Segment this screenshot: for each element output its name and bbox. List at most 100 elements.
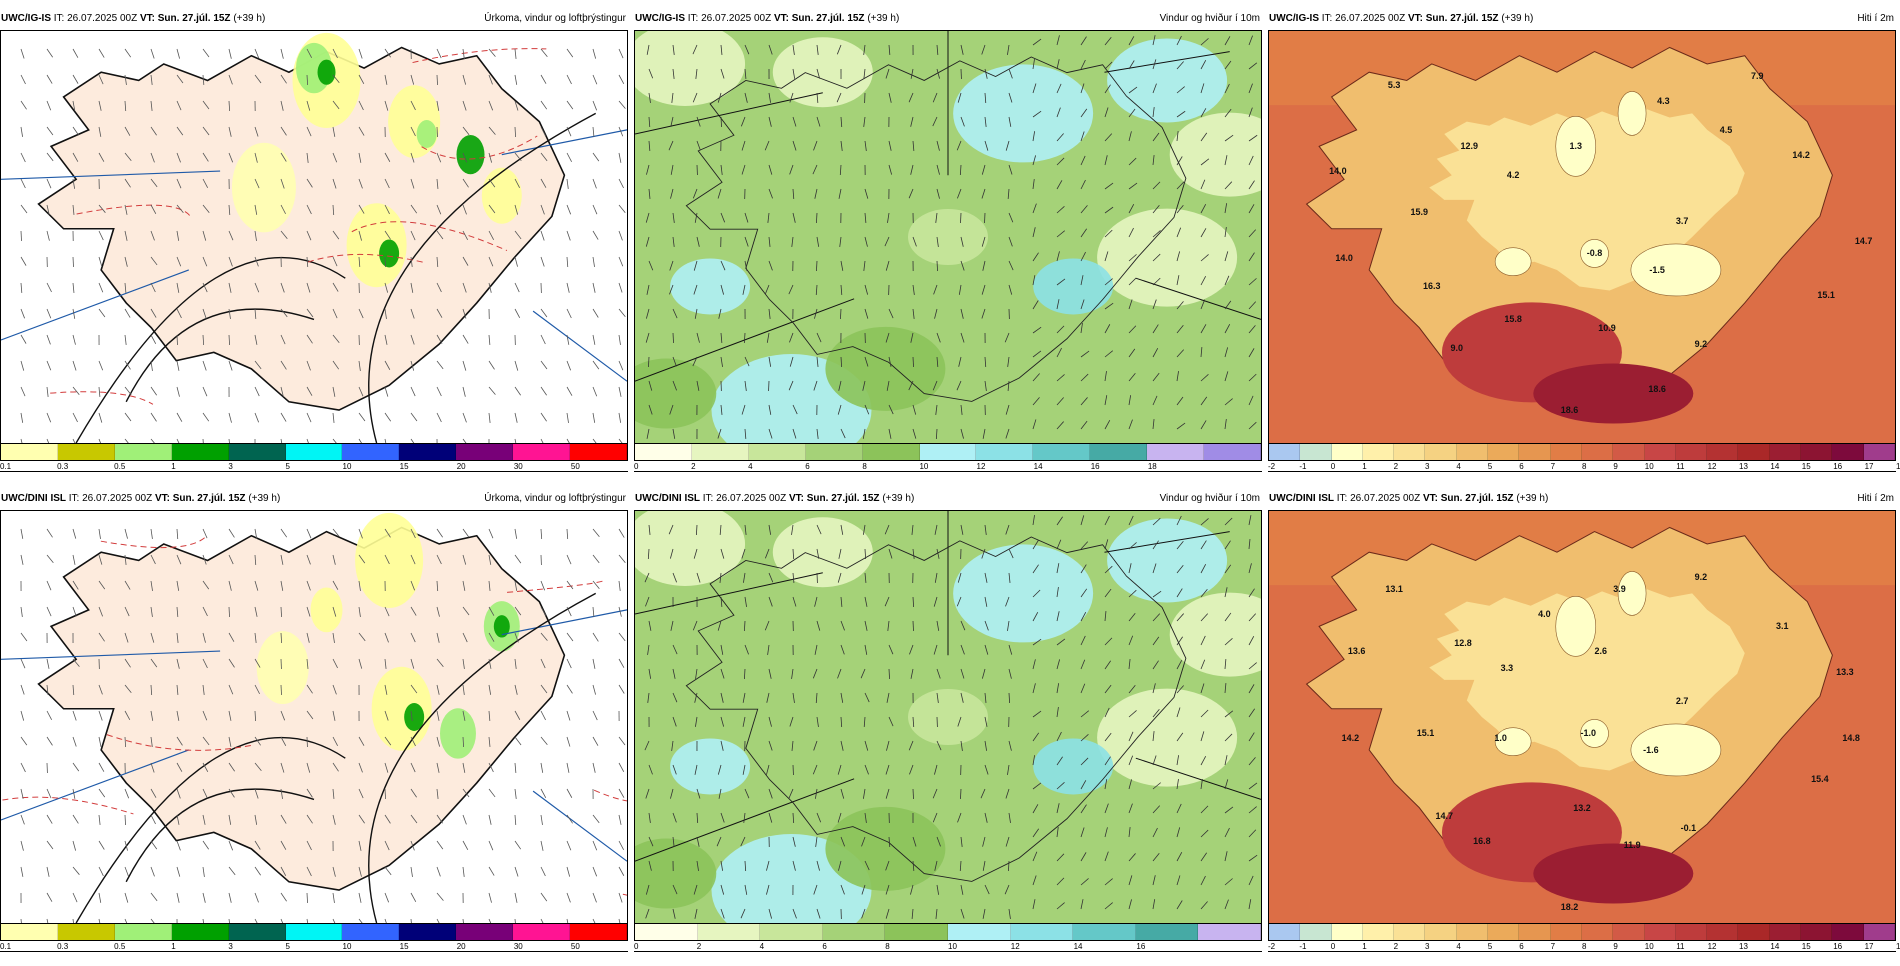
temperature-label: 5.3 [1388,80,1401,90]
temperature-label: 11.9 [1624,840,1641,850]
map-panel-temp: UWC/DINI ISL IT: 26.07.2025 00Z VT: Sun.… [1268,488,1896,966]
legend-tick-label: 14 [1770,461,1779,472]
temperature-label: -0.8 [1587,248,1603,258]
legend-tick-label: 8 [1582,941,1586,952]
legend-swatch [1363,924,1394,940]
legend-swatch [1332,444,1363,460]
temperature-label: 1.3 [1569,141,1582,151]
legend-swatch [399,924,456,940]
temperature-label: 2.6 [1595,646,1608,656]
temperature-label: 3.7 [1676,216,1689,226]
legend-tick-label: 14 [1770,941,1779,952]
panel-run-info: UWC/DINI ISL IT: 26.07.2025 00Z VT: Sun.… [1269,488,1548,510]
legend-tick-label: 11 [1676,941,1684,952]
temperature-label: 9.2 [1695,339,1708,349]
legend-tick-label: 2 [697,941,701,952]
legend-swatch [1770,924,1801,940]
legend-swatch [635,924,698,940]
wind-arrow [673,333,674,343]
legend-tick-label: 0 [634,461,638,472]
legend-swatch [1394,444,1425,460]
temperature-label: 15.9 [1410,207,1428,217]
temperature-label: 14.0 [1335,253,1353,263]
lead-time: (+39 h) [882,493,914,504]
legend-tick-label: 30 [514,461,523,472]
temperature-label: 13.6 [1348,646,1366,656]
legend-swatch [1645,924,1676,940]
legend-tick-label: 8 [1582,461,1586,472]
precip-area [457,135,485,174]
legend-tick-label: 0.3 [57,461,68,472]
wind-arrow [840,309,841,319]
wind-barb [385,257,386,267]
temperature-label: 13.3 [1836,667,1854,677]
legend-swatch [1707,444,1738,460]
legend-swatch [399,444,456,460]
legend-tick-label: 18 [1896,941,1900,952]
legend-tick-label: 15 [400,461,409,472]
wind-speed-area [908,209,988,265]
panel-title: Úrkoma, vindur og loftþrýstingur [484,488,626,510]
temperature-label: 4.2 [1507,170,1520,180]
wind-speed-area [1107,38,1227,122]
map-drawing [635,31,1261,443]
legend-tick-label: 5 [285,461,289,472]
panel-header: UWC/DINI ISL IT: 26.07.2025 00Z VT: Sun.… [634,488,1262,510]
legend-tick-label: 11 [1676,461,1684,472]
legend-tick-label: 0.1 [0,461,11,472]
color-legend [1268,444,1896,460]
wind-speed-area [773,37,873,107]
legend-swatch [1770,444,1801,460]
legend-tick-label: 5 [1488,461,1492,472]
panel-title: Vindur og hviður í 10m [1160,8,1260,30]
legend-swatch [286,444,343,460]
wind-barb [437,75,438,85]
precip-area [482,168,522,224]
legend-ticks: -2-1012345678910111213141516171819 [1268,940,1896,952]
temperature-label: 3.3 [1501,663,1514,673]
model-name: UWC/DINI ISL [1269,493,1334,504]
legend-tick-label: 4 [1456,461,1460,472]
legend-tick-label: 14 [1034,461,1043,472]
wind-arrow [648,357,649,367]
warm-south-area [1533,364,1693,424]
model-name: UWC/IG-IS [1269,13,1319,24]
legend-swatch [806,444,863,460]
init-time: IT: 26.07.2025 00Z [69,493,152,504]
precip-area [440,708,476,758]
panel-run-info: UWC/DINI ISL IT: 26.07.2025 00Z VT: Sun.… [635,488,914,510]
precip-area [257,631,309,704]
panel-header: UWC/IG-IS IT: 26.07.2025 00Z VT: Sun. 27… [1268,8,1896,30]
legend-swatch [1613,444,1644,460]
wind-speed-area [1097,689,1237,787]
temperature-label: 7.9 [1751,71,1764,81]
legend-tick-label: 1 [1362,461,1366,472]
precip-area [388,85,440,158]
legend-tick-label: 13 [1739,461,1748,472]
legend-swatch [172,924,229,940]
legend-tick-label: 0.1 [0,941,11,952]
legend-swatch [1198,924,1261,940]
valid-time: VT: Sun. 27.júl. 15Z [1408,13,1499,24]
panel-run-info: UWC/DINI ISL IT: 26.07.2025 00Z VT: Sun.… [1,488,280,510]
map-canvas [0,510,628,924]
panel-header: UWC/IG-IS IT: 26.07.2025 00Z VT: Sun. 27… [634,8,1262,30]
init-time: IT: 26.07.2025 00Z [54,13,137,24]
map-panel-precip: UWC/DINI ISL IT: 26.07.2025 00Z VT: Sun.… [0,488,628,966]
temperature-label: 13.1 [1385,584,1403,594]
legend-swatch [1551,924,1582,940]
init-time: IT: 26.07.2025 00Z [1322,13,1405,24]
color-legend [1268,924,1896,940]
wind-speed-area [953,544,1093,642]
wind-barb [125,815,126,825]
precip-area [372,667,432,751]
temperature-label: 12.9 [1461,141,1479,151]
glacier-area [1495,248,1531,276]
precip-area [417,120,437,148]
panel-header: UWC/DINI ISL IT: 26.07.2025 00Z VT: Sun.… [1268,488,1896,510]
legend-swatch [1425,444,1456,460]
temperature-label: 18.6 [1561,405,1579,415]
wind-speed-area [1033,258,1113,314]
